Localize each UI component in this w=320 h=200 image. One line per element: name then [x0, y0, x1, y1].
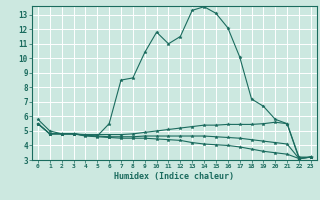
X-axis label: Humidex (Indice chaleur): Humidex (Indice chaleur) [115, 172, 234, 181]
